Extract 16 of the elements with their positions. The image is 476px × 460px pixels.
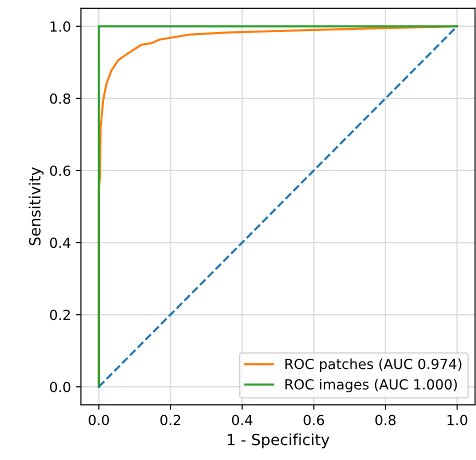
legend-label: ROC patches (AUC 0.974) (285, 358, 462, 372)
x-tick-label: 0.8 (375, 414, 396, 426)
x-tick-label: 0.0 (88, 414, 109, 426)
y-tick-label: 0.4 (50, 238, 70, 248)
x-axis-title: 1 - Specificity (228, 434, 330, 448)
y-tick-label: 0.6 (50, 165, 70, 176)
y-tick-label: 0.0 (50, 382, 70, 392)
x-tick-label: 0.2 (160, 414, 180, 426)
x-tick-label: 1.0 (448, 414, 468, 426)
y-axis-title: Sensitivity (28, 167, 44, 246)
x-tick-label: 0.6 (304, 414, 324, 426)
y-tick-label: 0.2 (50, 310, 70, 320)
x-tick-label: 0.4 (232, 414, 252, 426)
legend-label: ROC images (AUC 1.000) (285, 378, 457, 392)
y-tick-label: 1.0 (50, 21, 70, 32)
y-tick-label: 0.8 (50, 93, 70, 104)
